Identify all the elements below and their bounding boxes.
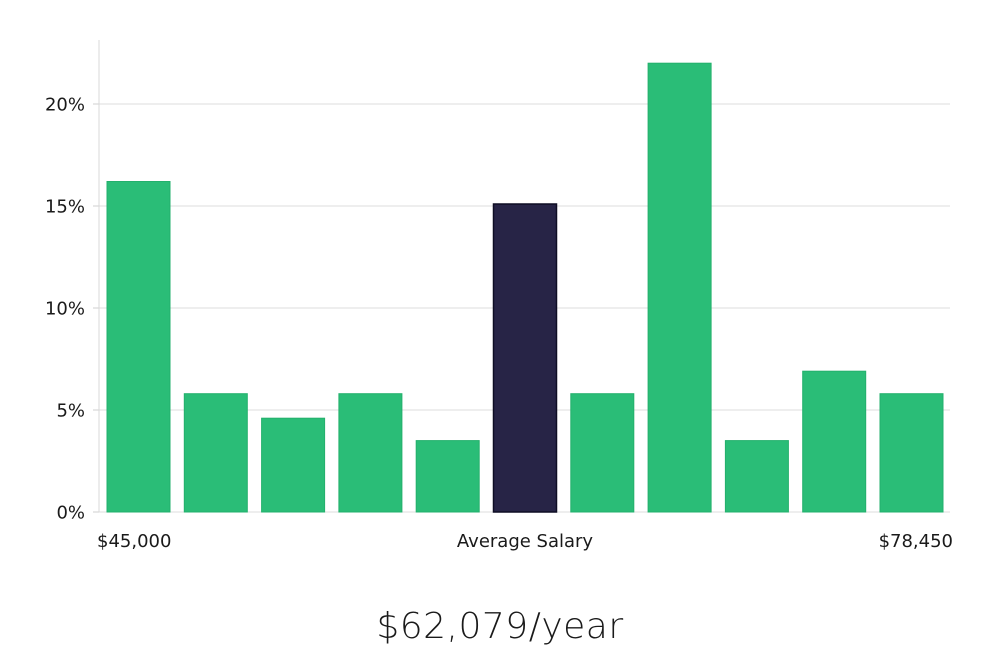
y-tick-label: 10% [45,299,85,320]
bar [724,440,789,513]
bar [879,393,944,513]
x-center-label: Average Salary [457,531,594,552]
bar [261,417,326,513]
y-tick-labels: 0% 5% 10% 15% 20% [45,95,85,524]
bar [415,440,480,513]
bar [106,181,171,513]
x-right-label: $78,450 [879,531,953,552]
y-tick-label: 15% [45,197,85,218]
salary-distribution-chart: 0% 5% 10% 15% 20% $45,000 Average Salary $78… [45,40,953,552]
y-tick-label: 20% [45,95,85,116]
bar [183,393,248,513]
bar [802,370,867,513]
bar [570,393,635,513]
x-left-label: $45,000 [97,531,171,552]
average-salary-headline: $62,079/year [376,606,624,647]
y-tick-label: 0% [56,503,85,524]
y-tick-label: 5% [56,401,85,422]
bar-highlighted [492,203,558,513]
bar [647,62,712,513]
bar [338,393,403,513]
bars [106,62,944,513]
